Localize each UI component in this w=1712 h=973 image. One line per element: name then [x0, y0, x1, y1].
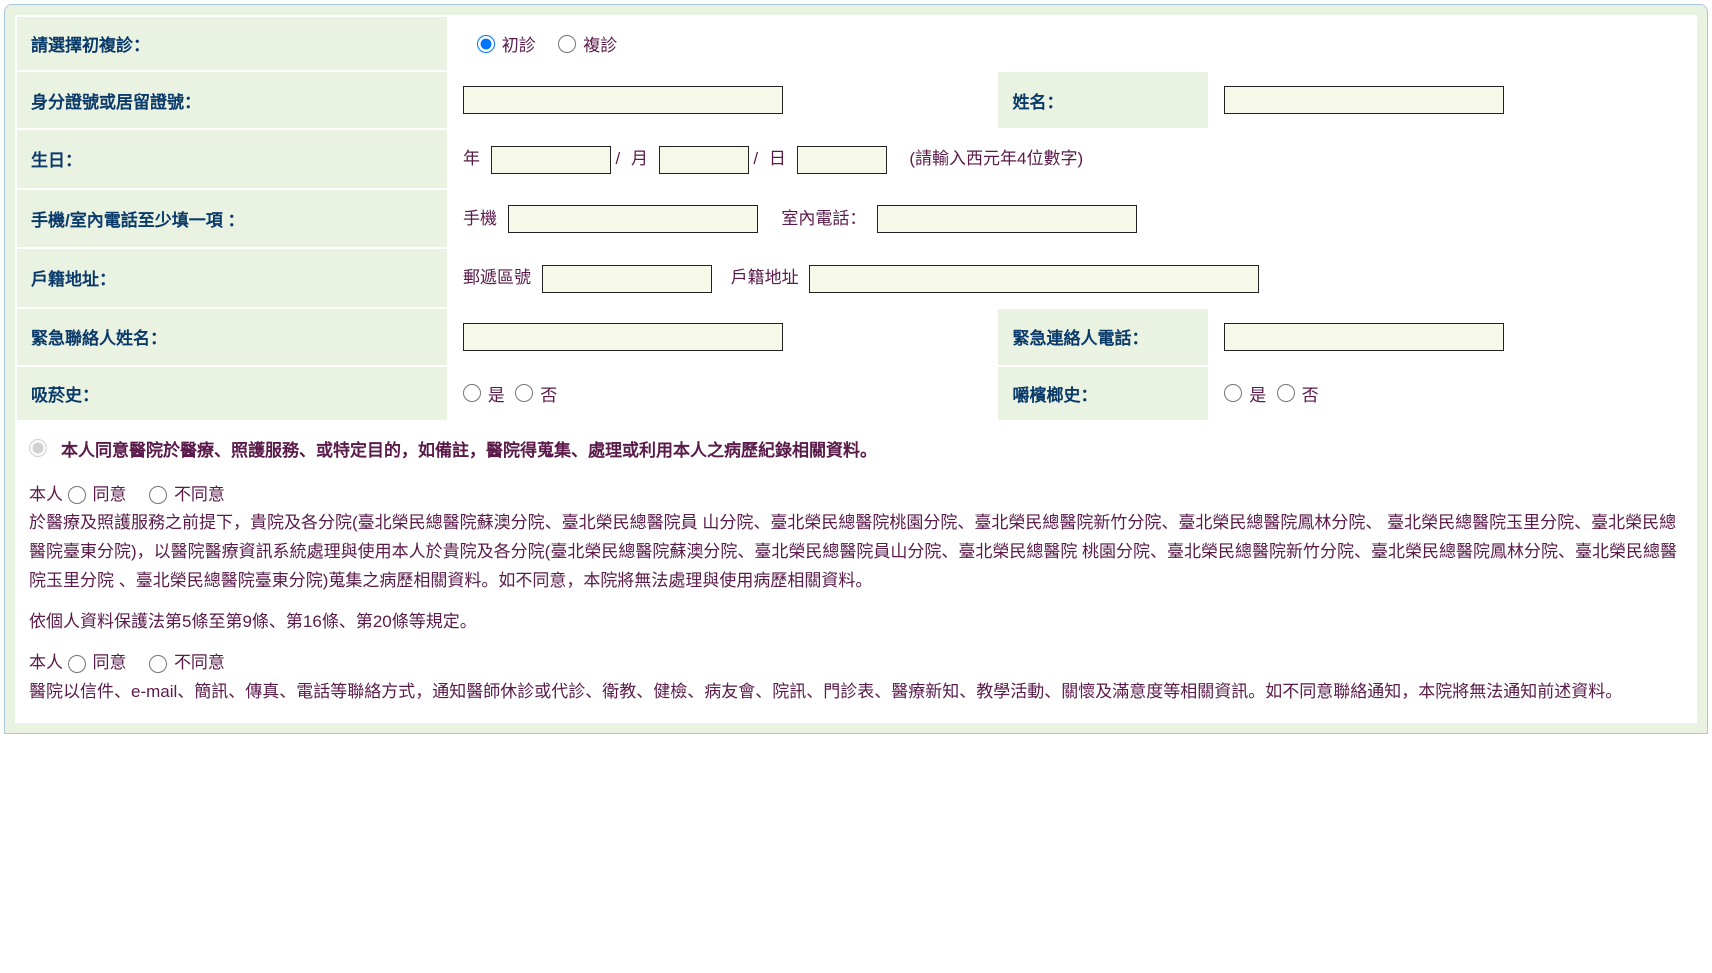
radio-smoking-yes[interactable] — [463, 384, 481, 402]
label-birth: 生日： — [17, 130, 447, 188]
radio-label-consent2-disagree: 不同意 — [174, 653, 225, 672]
cell-phone: 手機 室內電話： — [449, 190, 1695, 248]
consent-top-text: 本人同意醫院於醫療、照護服務、或特定目的，如備註，醫院得蒐集、處理或利用本人之病… — [61, 436, 877, 461]
radio-consent2-disagree[interactable] — [149, 655, 167, 673]
label-address: 戶籍地址： — [17, 249, 447, 307]
radio-label-consent1-agree: 同意 — [92, 485, 126, 504]
label-betel: 嚼檳榔史： — [998, 367, 1208, 420]
input-emerg-name[interactable] — [463, 323, 783, 351]
consent2-prefix: 本人 — [29, 653, 63, 672]
cell-betel: 是 否 — [1210, 367, 1695, 420]
radio-consent-top — [29, 439, 47, 457]
radio-label-smoking-yes: 是 — [488, 386, 505, 405]
cell-visit-type: 初診 複診 — [449, 17, 1695, 70]
registration-form-table: 請選擇初複診： 初診 複診 身分證號或居留證號： 姓名： 生日： 年 — [15, 15, 1697, 422]
sep2: / — [753, 149, 758, 168]
sep1: / — [615, 149, 620, 168]
label-smoking: 吸菸史： — [17, 367, 447, 420]
row-emergency: 緊急聯絡人姓名： 緊急連絡人電話： — [17, 309, 1695, 365]
radio-label-consent2-agree: 同意 — [92, 653, 126, 672]
consent1-choice-line: 本人 同意 不同意 — [29, 481, 1683, 510]
radio-betel-no[interactable] — [1277, 384, 1295, 402]
consent-paragraph-2: 依個人資料保護法第5條至第9條、第16條、第20條等規定。 — [29, 608, 1683, 637]
cell-emerg-name — [449, 309, 996, 365]
birth-hint: (請輸入西元年4位數字) — [909, 149, 1083, 168]
row-id-name: 身分證號或居留證號： 姓名： — [17, 72, 1695, 128]
input-id-number[interactable] — [463, 86, 783, 114]
row-address: 戶籍地址： 郵遞區號 戶籍地址 — [17, 249, 1695, 307]
label-home-phone: 室內電話： — [781, 209, 866, 228]
label-day: 日 — [769, 149, 786, 168]
radio-label-betel-no: 否 — [1302, 386, 1319, 405]
cell-address: 郵遞區號 戶籍地址 — [449, 249, 1695, 307]
input-home-phone[interactable] — [877, 205, 1137, 233]
label-phone: 手機/室內電話至少填一項 ： — [17, 190, 447, 248]
label-name: 姓名： — [998, 72, 1208, 128]
consent1-prefix: 本人 — [29, 485, 63, 504]
radio-first-visit[interactable] — [477, 35, 495, 53]
label-zip: 郵遞區號 — [463, 268, 531, 287]
label-emerg-name: 緊急聯絡人姓名： — [17, 309, 447, 365]
row-history: 吸菸史： 是 否 嚼檳榔史： 是 否 — [17, 367, 1695, 420]
label-month: 月 — [631, 149, 648, 168]
radio-consent1-disagree[interactable] — [149, 486, 167, 504]
input-mobile[interactable] — [508, 205, 758, 233]
consent2-choice-line: 本人 同意 不同意 — [29, 649, 1683, 678]
cell-smoking: 是 否 — [449, 367, 996, 420]
radio-betel-yes[interactable] — [1224, 384, 1242, 402]
radio-label-betel-yes: 是 — [1249, 386, 1266, 405]
input-name[interactable] — [1224, 86, 1504, 114]
radio-label-smoking-no: 否 — [540, 386, 557, 405]
radio-label-consent1-disagree: 不同意 — [174, 485, 225, 504]
label-addr: 戶籍地址 — [731, 268, 799, 287]
label-id-number: 身分證號或居留證號： — [17, 72, 447, 128]
cell-birth: 年 / 月 / 日 (請輸入西元年4位數字) — [449, 130, 1695, 188]
label-visit-type: 請選擇初複診： — [17, 17, 447, 70]
input-address[interactable] — [809, 265, 1259, 293]
radio-consent1-agree[interactable] — [68, 486, 86, 504]
row-visit-type: 請選擇初複診： 初診 複診 — [17, 17, 1695, 70]
consent-paragraph-3: 醫院以信件、e-mail、簡訊、傳真、電話等聯絡方式，通知醫師休診或代診、衛教、… — [29, 678, 1683, 707]
radio-consent2-agree[interactable] — [68, 655, 86, 673]
cell-name — [1210, 72, 1695, 128]
consent-top-row: 本人同意醫院於醫療、照護服務、或特定目的，如備註，醫院得蒐集、處理或利用本人之病… — [15, 422, 1697, 469]
form-panel: 請選擇初複診： 初診 複診 身分證號或居留證號： 姓名： 生日： 年 — [4, 4, 1708, 734]
input-zip[interactable] — [542, 265, 712, 293]
row-phone: 手機/室內電話至少填一項 ： 手機 室內電話： — [17, 190, 1695, 248]
label-emerg-phone: 緊急連絡人電話： — [998, 309, 1208, 365]
cell-emerg-phone — [1210, 309, 1695, 365]
input-birth-year[interactable] — [491, 146, 611, 174]
input-emerg-phone[interactable] — [1224, 323, 1504, 351]
radio-return-visit[interactable] — [558, 35, 576, 53]
label-year: 年 — [463, 149, 480, 168]
radio-label-first-visit: 初診 — [502, 36, 536, 55]
radio-smoking-no[interactable] — [515, 384, 533, 402]
cell-id-number — [449, 72, 996, 128]
consent-paragraph-1: 於醫療及照護服務之前提下，貴院及各分院(臺北榮民總醫院蘇澳分院、臺北榮民總醫院員… — [29, 509, 1683, 596]
radio-label-return-visit: 複診 — [583, 36, 617, 55]
row-birth: 生日： 年 / 月 / 日 (請輸入西元年4位數字) — [17, 130, 1695, 188]
input-birth-day[interactable] — [797, 146, 887, 174]
consent-section-1: 本人 同意 不同意 於醫療及照護服務之前提下，貴院及各分院(臺北榮民總醫院蘇澳分… — [15, 469, 1697, 723]
input-birth-month[interactable] — [659, 146, 749, 174]
label-mobile: 手機 — [463, 209, 497, 228]
